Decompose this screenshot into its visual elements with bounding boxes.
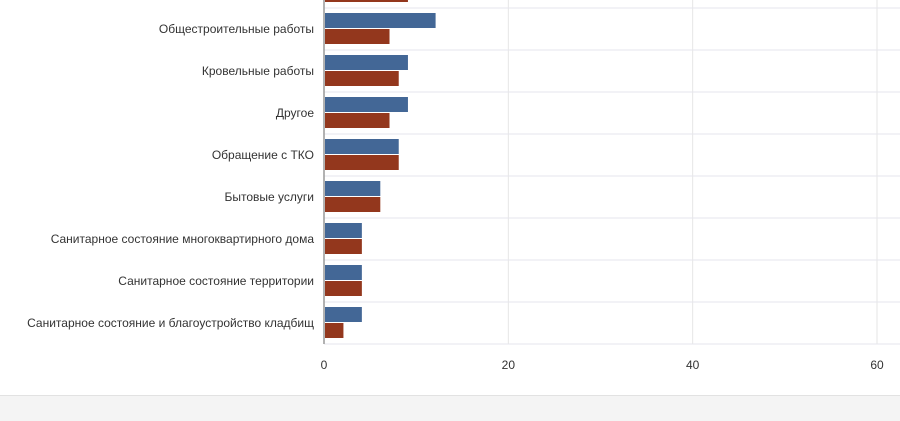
- bar-chart: 0 20 40 60 Общестроительные работы Кровельные…: [27, 0, 900, 372]
- bar-series-2: [325, 0, 408, 2]
- bar-series-1: [325, 307, 362, 322]
- bar-series-1: [325, 13, 436, 28]
- category-label: Санитарное состояние многоквартирного до…: [51, 232, 315, 246]
- bar-series-1: [325, 139, 399, 154]
- bar-series-2: [325, 29, 390, 44]
- bar-series-2: [325, 155, 399, 170]
- chart-card: 0 20 40 60 Общестроительные работы Кровельные…: [0, 0, 900, 396]
- category-label: Обращение с ТКО: [212, 148, 314, 162]
- category-label: Санитарное состояние территории: [118, 274, 314, 288]
- x-tick-label: 40: [686, 358, 700, 372]
- bar-series-1: [325, 97, 408, 112]
- bar-series-2: [325, 113, 390, 128]
- bar-series-1: [325, 55, 408, 70]
- category-label: Санитарное состояние и благоустройство к…: [27, 316, 314, 330]
- category-label: Кровельные работы: [202, 64, 314, 78]
- bar-series-2: [325, 239, 362, 254]
- bar-series-2: [325, 323, 344, 338]
- x-tick-label: 20: [502, 358, 516, 372]
- bar-series-1: [325, 265, 362, 280]
- bar-series-2: [325, 281, 362, 296]
- x-tick-label: 0: [321, 358, 328, 372]
- bar-series-2: [325, 71, 399, 86]
- bar-series-1: [325, 181, 381, 196]
- category-label: Бытовые услуги: [225, 190, 315, 204]
- bar-series-2: [325, 197, 381, 212]
- x-tick-label: 60: [870, 358, 884, 372]
- category-label: Общестроительные работы: [159, 22, 314, 36]
- bar-series-1: [325, 223, 362, 238]
- category-label: Другое: [276, 106, 314, 120]
